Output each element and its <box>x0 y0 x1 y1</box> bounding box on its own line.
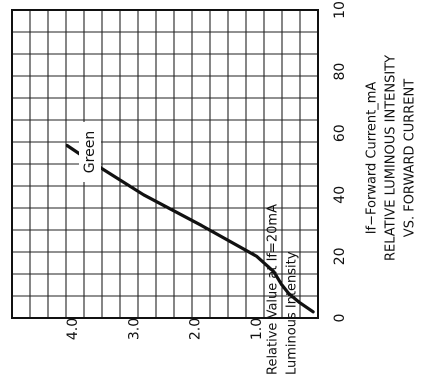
chart-title-line-2: VS. FORWARD CURRENT <box>403 79 418 237</box>
x-tick-label: 80 <box>332 63 348 81</box>
y-axis-label-line-2: Luminous Intensity <box>285 251 300 375</box>
series-label-background <box>79 122 101 182</box>
series-line-green <box>65 143 315 314</box>
plot-frame <box>11 9 319 319</box>
x-tick-label: 10 <box>332 1 348 19</box>
x-axis-label: If−Forward Current_mA <box>365 82 380 235</box>
x-tick-label: 60 <box>332 124 348 142</box>
y-tick-label: 2.0 <box>188 318 204 340</box>
x-tick-label: 0 <box>332 314 348 323</box>
chart-title-line-1: RELATIVE LUMINOUS INTENSITY <box>384 55 399 261</box>
y-axis-label-line-1: Relative Value at If=20mA <box>266 204 281 375</box>
y-tick-label: 3.0 <box>126 318 142 340</box>
x-tick-label: 40 <box>332 186 348 204</box>
series-label-green: Green <box>82 131 98 173</box>
plot-area: 0 20 40 60 80 10 1.0 2.0 3.0 4.0 If−Forward Curren… <box>11 1 418 375</box>
y-tick-label: 4.0 <box>65 318 81 340</box>
y-tick-label: 1.0 <box>249 318 265 340</box>
x-tick-label: 20 <box>332 247 348 265</box>
